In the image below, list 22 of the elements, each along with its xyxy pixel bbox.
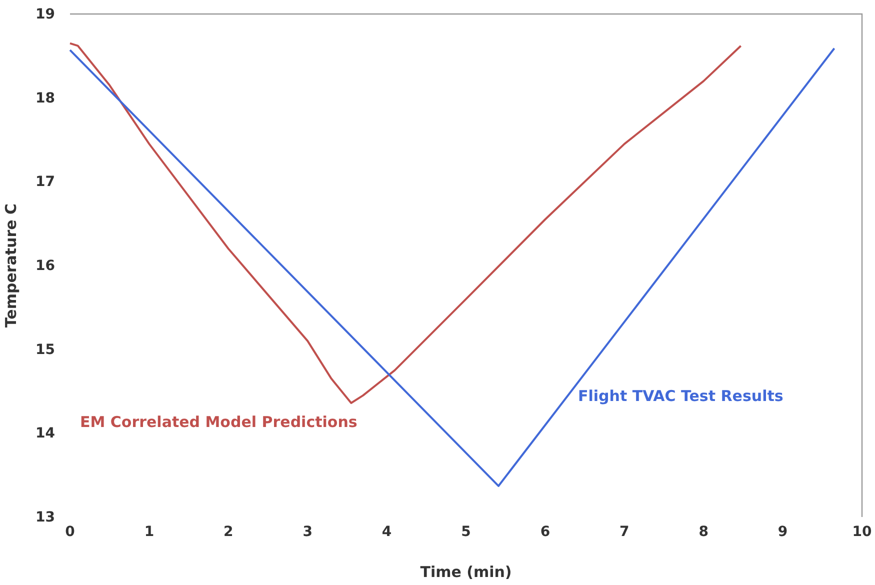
y-tick-label: 14 [36, 426, 56, 442]
x-tick-label: 3 [302, 524, 312, 540]
x-axis-title: Time (min) [420, 563, 512, 581]
y-axis-title: Temperature C [2, 203, 20, 328]
x-tick-label: 7 [620, 524, 630, 540]
x-tick-label: 4 [382, 524, 392, 540]
series-label: EM Correlated Model Predictions [80, 413, 358, 431]
x-tick-label: 9 [778, 524, 788, 540]
x-tick-label: 2 [224, 524, 234, 540]
x-tick-label: 6 [540, 524, 550, 540]
x-tick-label: 1 [144, 524, 154, 540]
series-label: Flight TVAC Test Results [578, 387, 784, 405]
x-tick-label: 5 [461, 524, 471, 540]
x-tick-label: 10 [852, 524, 872, 540]
y-tick-label: 15 [36, 342, 55, 358]
y-tick-label: 16 [36, 258, 55, 274]
y-tick-label: 18 [36, 90, 55, 106]
x-tick-label: 8 [698, 524, 708, 540]
x-tick-label: 0 [65, 524, 76, 540]
y-tick-label: 19 [36, 6, 55, 22]
y-tick-label: 13 [36, 509, 55, 526]
y-tick-label: 17 [36, 174, 55, 190]
